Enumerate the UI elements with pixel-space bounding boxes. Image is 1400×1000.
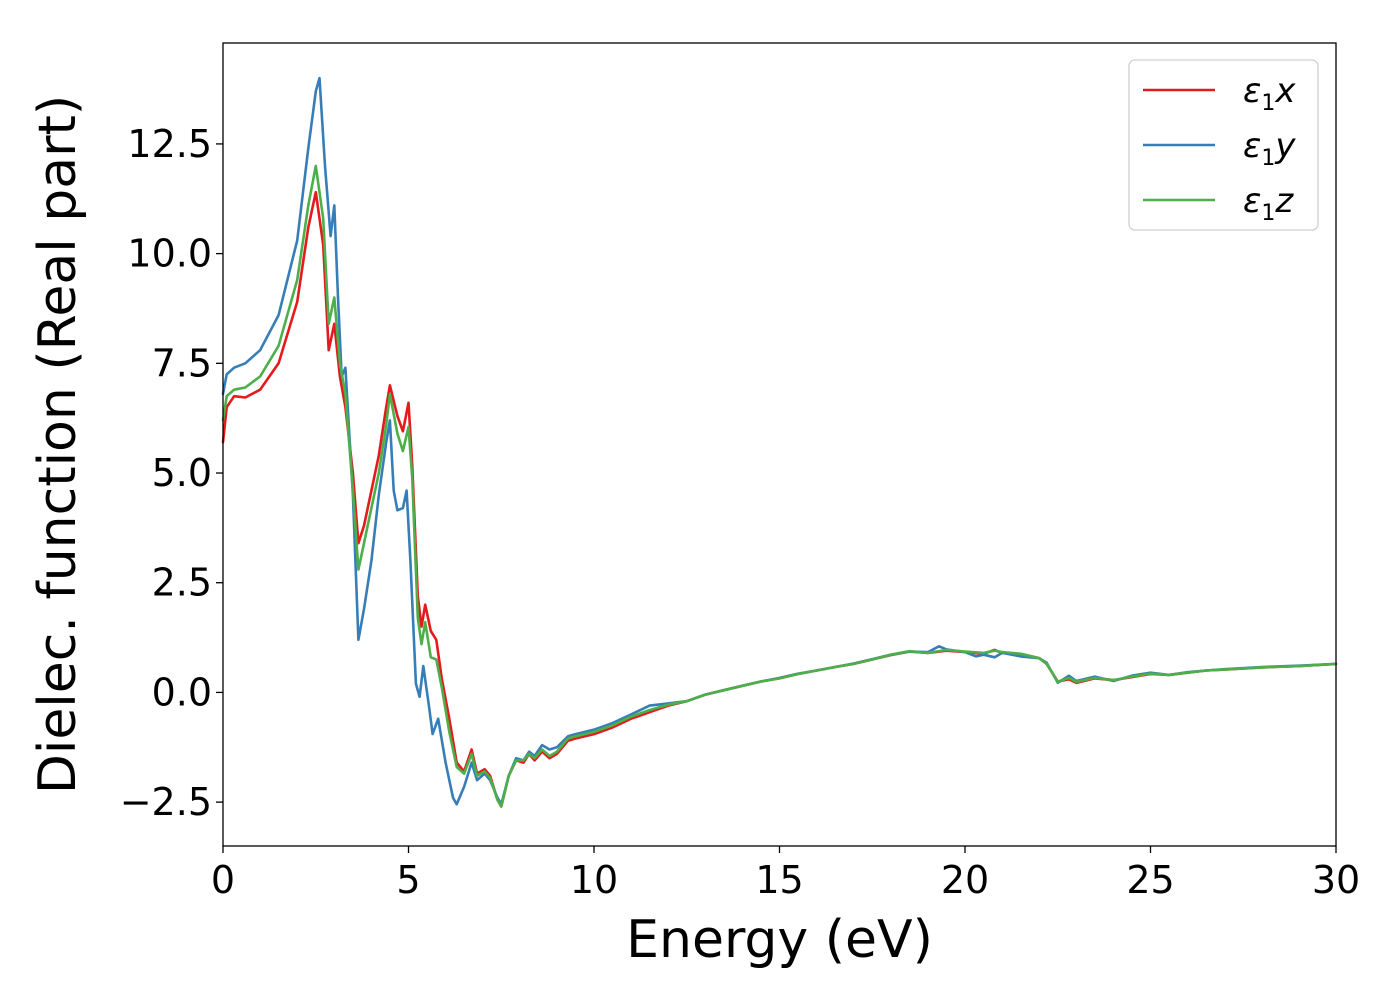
x-tick-label: 25 (1126, 858, 1174, 902)
y-axis: −2.5 0.0 2.5 5.0 7.5 10.0 12.5 (120, 122, 223, 824)
y-axis-title: Dielec. function (Real part) (28, 95, 88, 794)
legend-label-x: ε1x (1243, 71, 1296, 116)
x-tick-label: 5 (396, 858, 420, 902)
x-tick-label: 10 (570, 858, 618, 902)
x-tick-label: 0 (211, 858, 235, 902)
legend-box (1128, 59, 1319, 231)
legend-label-z: ε1z (1243, 181, 1294, 226)
legend-label-y: ε1y (1243, 126, 1296, 171)
y-tick-label: 0.0 (152, 670, 212, 714)
series-line-z (221, 164, 1338, 808)
y-tick-label: 12.5 (127, 122, 212, 166)
x-tick-label: 20 (941, 858, 989, 902)
x-tick-label: 30 (1312, 858, 1360, 902)
y-tick-label: 2.5 (152, 561, 212, 605)
y-tick-label: 5.0 (152, 451, 212, 495)
x-axis-title: Energy (eV) (626, 910, 933, 970)
x-axis: 0 5 10 15 20 25 30 (211, 846, 1360, 902)
x-tick-label: 15 (755, 858, 803, 902)
y-tick-label: 10.0 (127, 232, 212, 276)
y-tick-label: −2.5 (120, 780, 212, 824)
legend: ε1x ε1y ε1z (1128, 59, 1319, 231)
y-tick-label: 7.5 (152, 341, 212, 385)
series-layer (221, 76, 1338, 808)
